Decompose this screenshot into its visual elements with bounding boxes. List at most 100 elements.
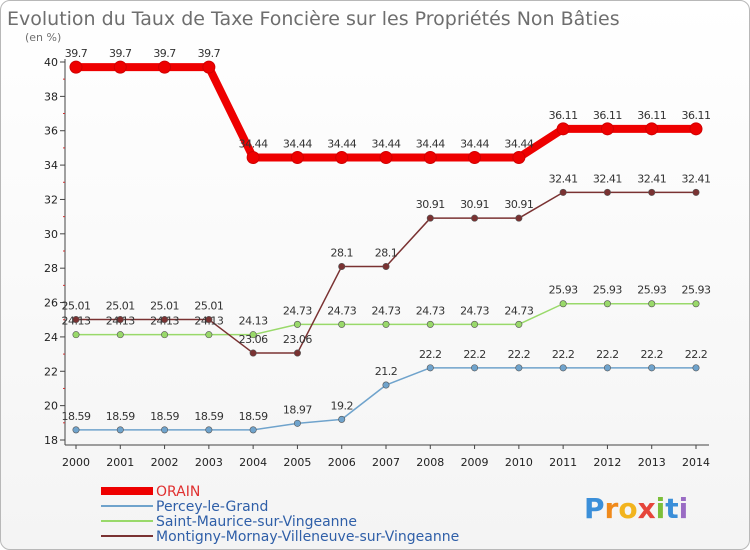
brand-letter: x: [638, 492, 656, 525]
data-label: 25.01: [150, 300, 179, 313]
data-label: 22.2: [552, 348, 575, 361]
brand-logo: Proxiti: [584, 492, 688, 525]
series-line-4: [76, 191, 696, 354]
data-point: [205, 331, 213, 339]
data-label: 21.2: [375, 365, 398, 378]
data-label: 36.11: [637, 109, 666, 122]
data-point: [379, 151, 393, 165]
y-tick-label: 34: [44, 159, 58, 172]
data-label: 22.2: [508, 348, 531, 361]
y-tick-label: 20: [44, 400, 58, 413]
data-label: 32.41: [549, 172, 578, 185]
data-point: [335, 151, 349, 165]
data-point: [382, 381, 390, 389]
data-point: [512, 151, 526, 165]
data-label: 24.13: [194, 315, 223, 328]
data-label: 18.59: [194, 410, 223, 423]
data-label: 34.44: [504, 138, 533, 151]
legend-label: Percey-le-Grand: [156, 499, 268, 515]
chart-title: Evolution du Taux de Taxe Foncière sur l…: [7, 8, 620, 30]
y-tick-label: 40: [44, 56, 58, 69]
data-point: [161, 426, 169, 434]
data-point: [382, 320, 390, 328]
data-label: 39.7: [198, 47, 221, 60]
data-label: 24.73: [504, 304, 533, 317]
data-label: 22.2: [419, 348, 442, 361]
data-point: [382, 262, 390, 270]
x-tick-label: 2011: [549, 456, 577, 469]
x-tick-label: 2007: [372, 456, 400, 469]
data-label: 25.01: [62, 300, 91, 313]
data-point: [246, 151, 260, 165]
data-label: 24.13: [106, 315, 135, 328]
data-point: [559, 188, 567, 196]
y-tick-label: 24: [44, 331, 58, 344]
data-point: [249, 349, 257, 357]
data-label: 23.06: [239, 333, 268, 346]
data-point: [603, 300, 611, 308]
data-point: [471, 320, 479, 328]
data-point: [249, 426, 257, 434]
x-tick-label: 2001: [106, 456, 134, 469]
data-point: [205, 316, 213, 324]
data-point: [648, 364, 656, 372]
data-point: [692, 300, 700, 308]
x-tick-label: 2009: [461, 456, 489, 469]
y-tick-label: 26: [44, 297, 58, 310]
data-label: 34.44: [372, 138, 401, 151]
data-label: 22.2: [463, 348, 486, 361]
data-label: 24.13: [239, 315, 268, 328]
data-point: [161, 316, 169, 324]
data-label: 22.2: [640, 348, 663, 361]
data-label: 32.41: [637, 172, 666, 185]
data-point: [116, 331, 124, 339]
data-label: 34.44: [239, 138, 268, 151]
data-label: 22.2: [596, 348, 619, 361]
data-point: [113, 60, 127, 74]
data-point: [689, 122, 703, 136]
data-label: 25.93: [682, 284, 711, 297]
data-label: 25.01: [106, 300, 135, 313]
x-tick-label: 2014: [682, 456, 710, 469]
x-tick-label: 2002: [151, 456, 179, 469]
data-point: [559, 300, 567, 308]
data-label: 30.91: [504, 198, 533, 211]
x-tick-label: 2013: [638, 456, 666, 469]
data-point: [338, 262, 346, 270]
data-label: 24.73: [283, 304, 312, 317]
data-point: [116, 316, 124, 324]
data-point: [515, 320, 523, 328]
x-tick-label: 2008: [416, 456, 444, 469]
data-point: [426, 214, 434, 222]
data-point: [692, 188, 700, 196]
x-tick-label: 2000: [62, 456, 90, 469]
brand-letter: o: [618, 492, 637, 525]
y-tick-label: 32: [44, 193, 58, 206]
data-point: [72, 331, 80, 339]
data-label: 34.44: [327, 138, 356, 151]
y-tick-label: 28: [44, 262, 58, 275]
data-label: 39.7: [109, 47, 132, 60]
y-tick-label: 30: [44, 228, 58, 241]
data-point: [645, 122, 659, 136]
data-point: [161, 331, 169, 339]
data-point: [72, 426, 80, 434]
data-point: [426, 320, 434, 328]
data-label: 39.7: [65, 47, 88, 60]
data-label: 18.59: [62, 410, 91, 423]
x-tick-label: 2012: [593, 456, 621, 469]
data-point: [600, 122, 614, 136]
data-point: [468, 151, 482, 165]
data-label: 24.73: [460, 304, 489, 317]
data-label: 24.73: [372, 304, 401, 317]
legend-label: ORAIN: [156, 484, 200, 500]
data-label: 30.91: [416, 198, 445, 211]
data-label: 24.73: [327, 304, 356, 317]
brand-letter: i: [656, 492, 666, 525]
data-label: 28.1: [375, 246, 398, 259]
data-point: [648, 300, 656, 308]
data-point: [293, 349, 301, 357]
data-point: [515, 364, 523, 372]
data-point: [692, 364, 700, 372]
